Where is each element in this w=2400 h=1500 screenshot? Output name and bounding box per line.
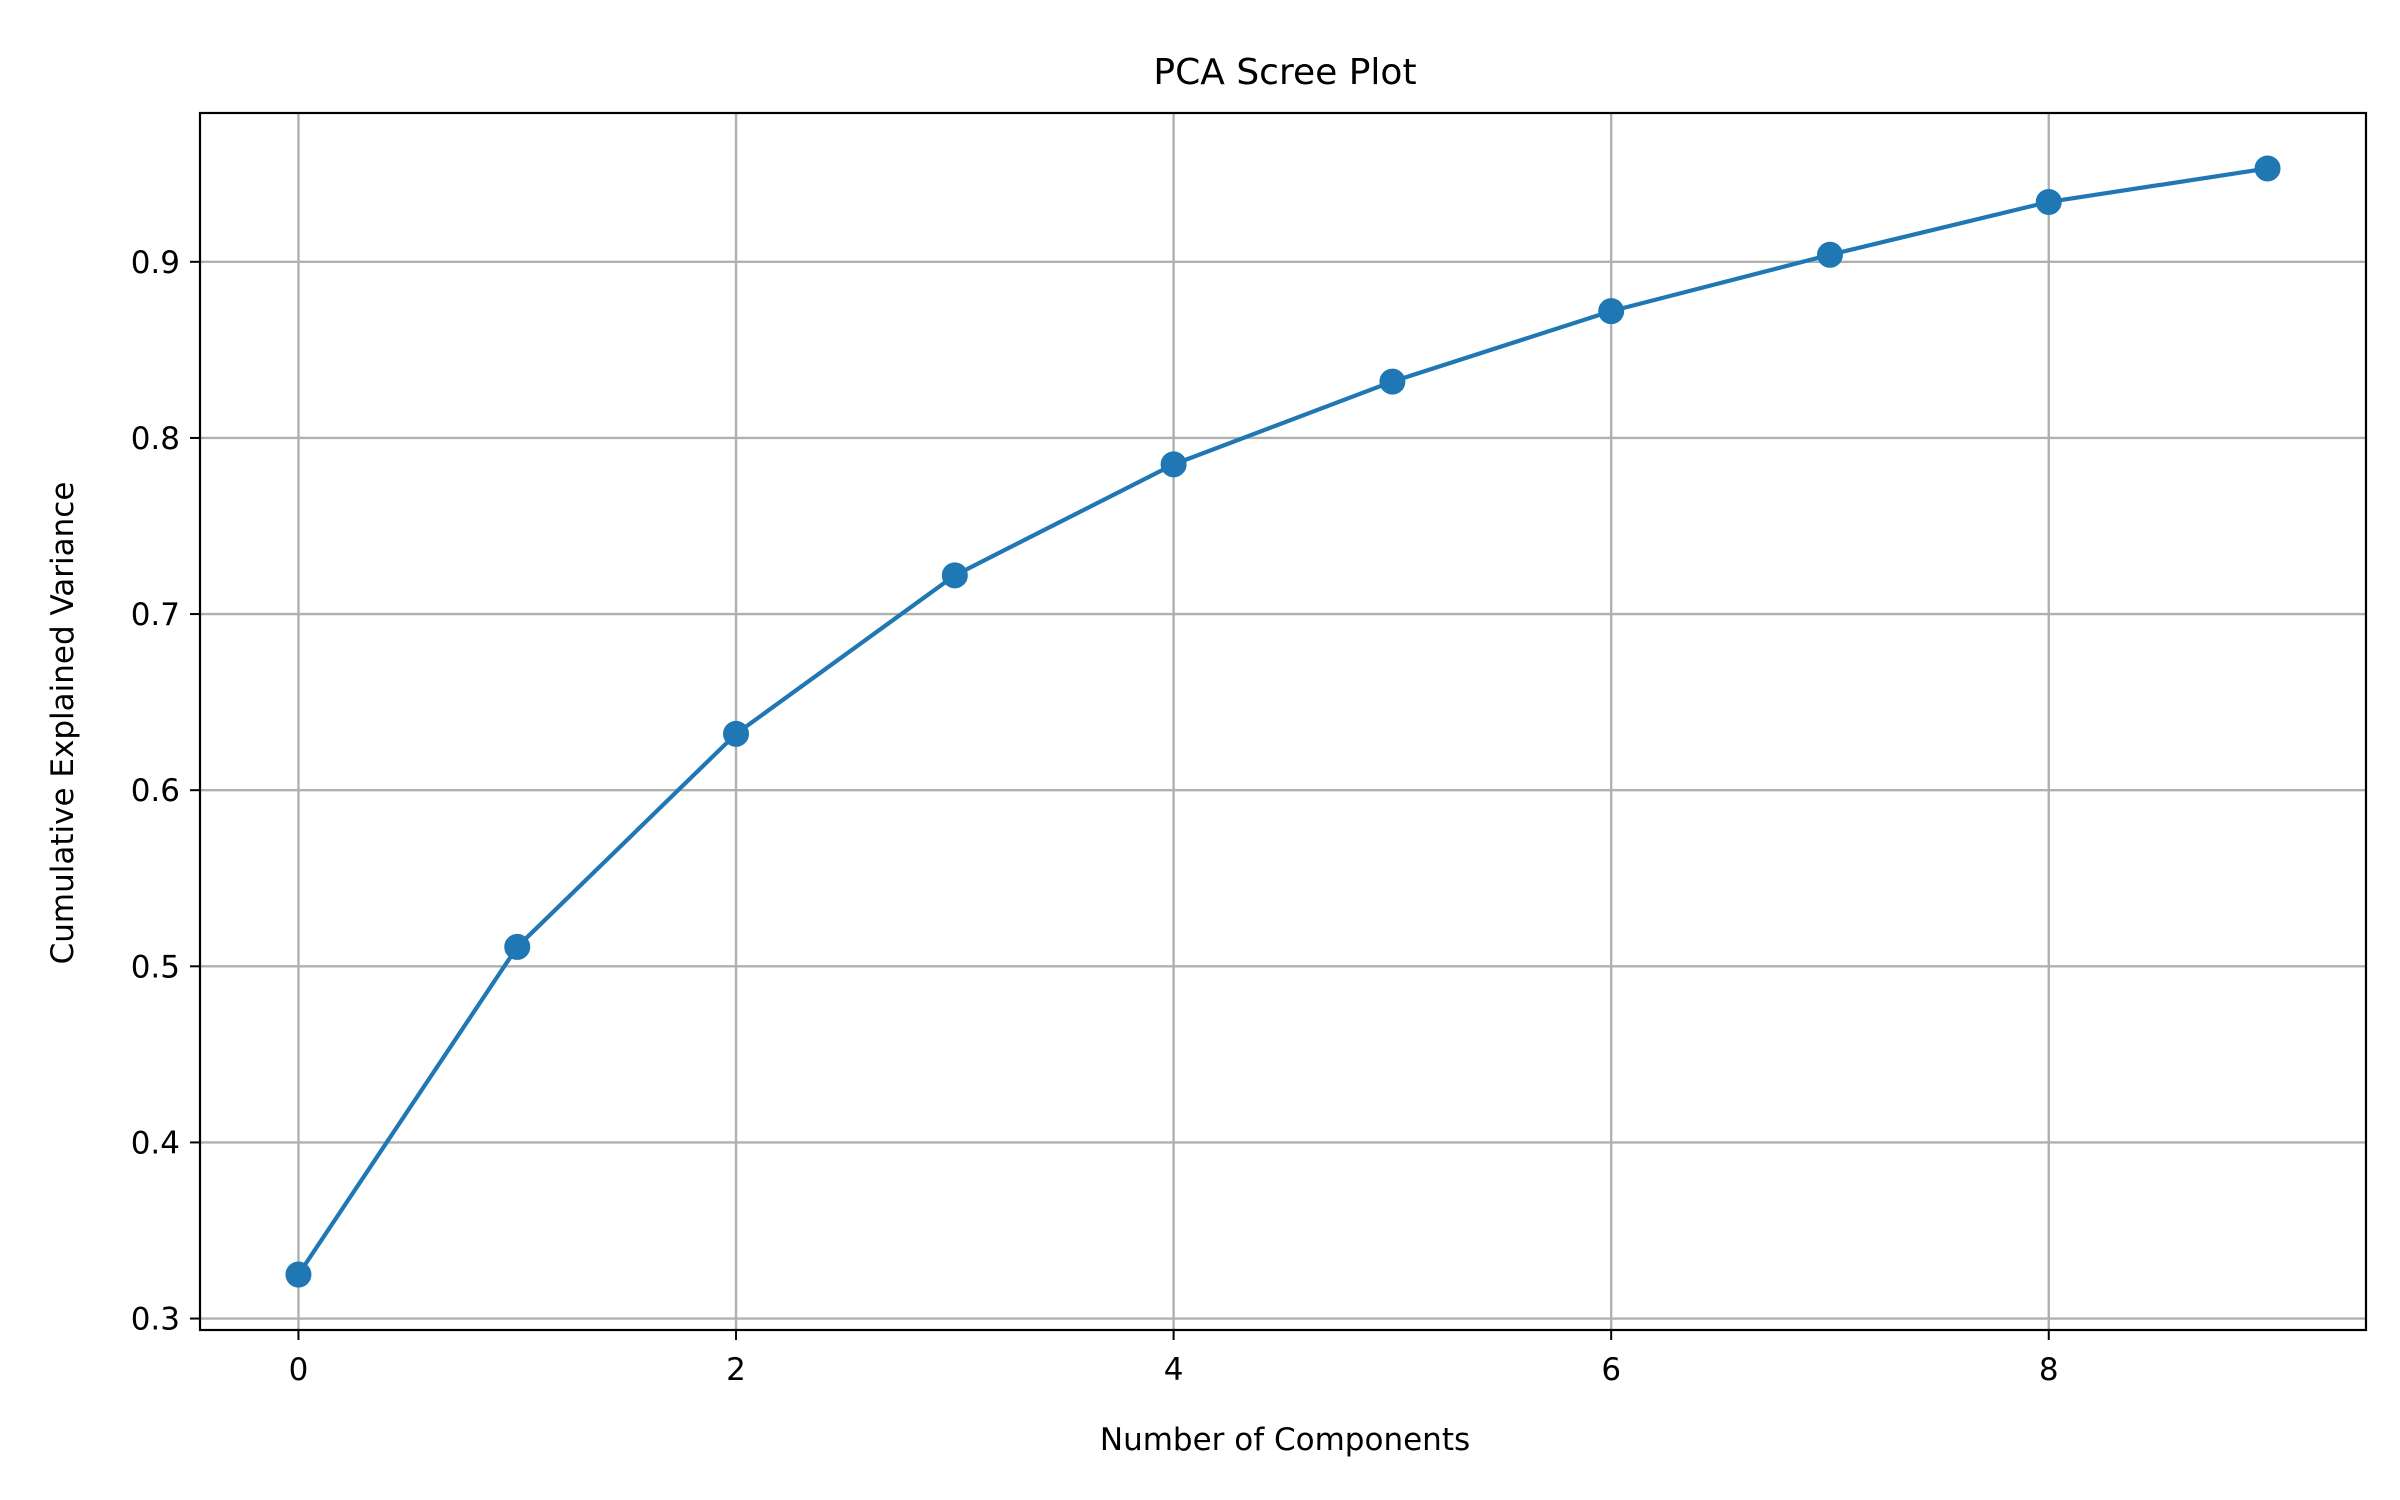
- data-point: [2254, 155, 2281, 182]
- data-point: [941, 562, 968, 589]
- x-axis-label: Number of Components: [1100, 1422, 1470, 1458]
- y-tick-label: 0.8: [131, 421, 180, 457]
- y-tick-label: 0.9: [131, 245, 180, 281]
- data-series: [285, 155, 2281, 1288]
- y-tick-label: 0.6: [131, 773, 180, 809]
- axes: [190, 111, 2368, 1340]
- y-tick-label: 0.7: [131, 597, 180, 633]
- y-tick-label: 0.3: [131, 1302, 180, 1338]
- x-tick-label: 4: [1164, 1352, 1184, 1388]
- y-tick-label: 0.4: [131, 1125, 180, 1161]
- data-point: [1598, 298, 1625, 325]
- plot-frame: [198, 111, 2368, 1332]
- tick-labels: 0 2 4 6 8 0.3 0.4 0.5 0.6 0.7 0.8 0.9: [131, 245, 2059, 1388]
- data-point: [1160, 451, 1187, 478]
- data-point: [504, 933, 531, 960]
- x-tick-label: 0: [289, 1352, 309, 1388]
- data-point: [1379, 368, 1406, 395]
- y-tick-label: 0.5: [131, 949, 180, 985]
- x-tick-label: 8: [2039, 1352, 2059, 1388]
- data-point: [1816, 241, 1843, 268]
- x-tick-label: 6: [1601, 1352, 1621, 1388]
- series-line: [296, 166, 2268, 1276]
- data-point: [2035, 188, 2062, 215]
- chart-title: PCA Scree Plot: [1153, 52, 1416, 93]
- x-tick-label: 2: [726, 1352, 746, 1388]
- data-point: [723, 720, 750, 747]
- grid-lines: [200, 113, 2366, 1330]
- y-axis-label: Cumulative Explained Variance: [45, 482, 81, 965]
- data-point: [285, 1261, 312, 1288]
